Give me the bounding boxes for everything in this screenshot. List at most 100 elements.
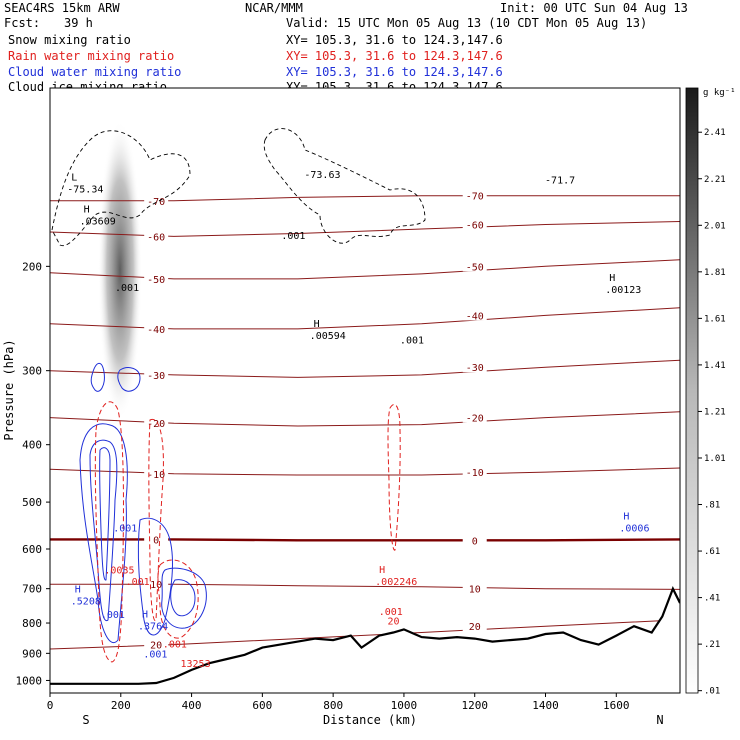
value-annotation: .3764	[138, 621, 168, 632]
isotherm-label-bg	[144, 467, 169, 479]
isotherm-label-bg	[144, 533, 169, 545]
isotherm-label: 10	[469, 585, 481, 596]
x-tick-label: 1600	[603, 699, 630, 712]
isotherm-label: -10	[147, 470, 165, 481]
x-tick-label: 1200	[461, 699, 488, 712]
isotherm-label-bg	[144, 194, 169, 206]
isotherm-label: -60	[147, 232, 165, 243]
init-time: Init: 00 UTC Sun 04 Aug 13	[500, 1, 688, 15]
isotherm-label: -40	[466, 311, 484, 322]
value-annotation: 20	[388, 617, 400, 628]
plot-title: SEAC4RS 15km ARW	[4, 1, 120, 15]
extremum-marker: L	[71, 172, 77, 183]
isotherm-label: 20	[469, 622, 481, 633]
cloud-ice-contour	[263, 128, 426, 244]
y-tick-label: 200	[22, 260, 42, 273]
value-annotation: .00123	[605, 285, 641, 296]
extremum-marker: H	[142, 609, 148, 620]
cloud-water-contour	[90, 362, 105, 392]
north-end-label: N	[656, 713, 663, 727]
x-tick-label: 200	[111, 699, 131, 712]
value-annotation: .001	[126, 577, 150, 588]
x-tick-label: 0	[47, 699, 54, 712]
hydrometeor-contours	[51, 128, 426, 663]
snow-shading	[98, 120, 142, 420]
isotherm-label-bg	[462, 309, 487, 321]
isotherm-label-bg	[144, 272, 169, 284]
y-tick-label: 300	[22, 365, 42, 378]
value-annotation: .001	[101, 610, 125, 621]
isotherm-label-bg	[462, 218, 487, 230]
colorbar-tick-label: 2.01	[704, 221, 726, 231]
value-annotation: .0035	[104, 566, 134, 577]
field-xy-cloud-water: XY= 105.3, 31.6 to 124.3,147.6	[286, 65, 503, 79]
field-name-rain: Rain water mixing ratio	[8, 49, 174, 63]
isotherm-label: -20	[466, 414, 484, 425]
forecast-label: Fcst:	[4, 16, 40, 30]
extremum-marker: H	[623, 511, 629, 522]
isotherm-label: -30	[147, 371, 165, 382]
isotherm-label-bg	[144, 578, 169, 590]
isotherm-label-bg	[462, 534, 487, 546]
value-annotation: -73.63	[304, 170, 340, 181]
colorbar-unit: g kg⁻¹	[703, 88, 736, 98]
value-annotation: -71.7	[545, 176, 575, 187]
isotherm-label: -50	[147, 275, 165, 286]
value-annotation: .001	[163, 640, 187, 651]
value-annotation: .03609	[80, 217, 116, 228]
isotherm-label-bg	[144, 322, 169, 334]
extremum-marker: H	[314, 319, 320, 330]
x-tick-label: 600	[252, 699, 272, 712]
isotherm-label: 0	[153, 535, 159, 546]
cloud-water-contour	[99, 447, 111, 581]
x-axis-label: Distance (km)	[323, 713, 417, 727]
extremum-marker: H	[84, 205, 90, 216]
extremum-marker: H	[609, 273, 615, 284]
y-tick-label: 1000	[16, 674, 43, 687]
value-annotation: .00594	[310, 331, 346, 342]
value-annotation: .001	[143, 650, 167, 661]
colorbar-tick-label: 1.61	[704, 314, 726, 324]
y-tick-label: 400	[22, 439, 42, 452]
isotherm-label: -70	[147, 197, 165, 208]
isotherm-label: 20	[150, 641, 162, 652]
terrain-fill	[50, 588, 680, 693]
terrain-line	[50, 585, 680, 685]
isotherm-label-bg	[462, 260, 487, 272]
isotherm-label: -20	[147, 419, 165, 430]
y-tick-label: 500	[22, 496, 42, 509]
colorbar-tick-label: .21	[704, 640, 720, 650]
y-tick-label: 900	[22, 647, 42, 660]
isotherm-label: -30	[466, 363, 484, 374]
field-xy-rain: XY= 105.3, 31.6 to 124.3,147.6	[286, 49, 503, 63]
colorbar-tick-label: .61	[704, 547, 720, 557]
y-tick-label: 700	[22, 583, 42, 596]
cloud-water-contour	[89, 439, 118, 622]
colorbar-tick-label: .81	[704, 501, 720, 511]
annotation-group: L-75.34H.03609-73.63 -71.7H.00123H.00594.…	[67, 170, 649, 670]
x-axis: 0 200 400 600 800 1000 1200 1400 1600	[47, 693, 630, 712]
colorbar-gradient	[685, 87, 699, 694]
x-tick-label: 400	[182, 699, 202, 712]
colorbar-tick-label: .01	[704, 687, 720, 697]
isotherm-label-bg	[462, 466, 487, 478]
isotherm-label: -10	[466, 468, 484, 479]
rain-water-contour	[387, 404, 401, 551]
cloud-water-contour	[117, 367, 141, 392]
rain-water-contour	[94, 401, 124, 663]
colorbar: g kg⁻¹ .01 .21 .41 .61 .81 1.01 1.21 1.41 1.61 1.…	[685, 87, 736, 697]
field-name-cloud-water: Cloud water mixing ratio	[8, 65, 181, 79]
forecast-hour: 39 h	[64, 16, 93, 30]
isotherm-label: -50	[466, 262, 484, 273]
isotherm-label: -40	[147, 325, 165, 336]
plot-area: -70 -70 -60 -60 -50 -50 -40 -40 -30 -30 -20 -20 -10 -…	[16, 87, 681, 712]
extremum-marker: H	[379, 565, 385, 576]
value-annotation: .0006	[619, 523, 649, 534]
y-tick-label: 600	[22, 543, 42, 556]
value-annotation: .001	[400, 336, 424, 347]
south-end-label: S	[82, 713, 89, 727]
value-annotation: .001	[379, 607, 403, 618]
plot-frame	[50, 88, 680, 693]
isotherm-label-bg	[462, 361, 487, 373]
